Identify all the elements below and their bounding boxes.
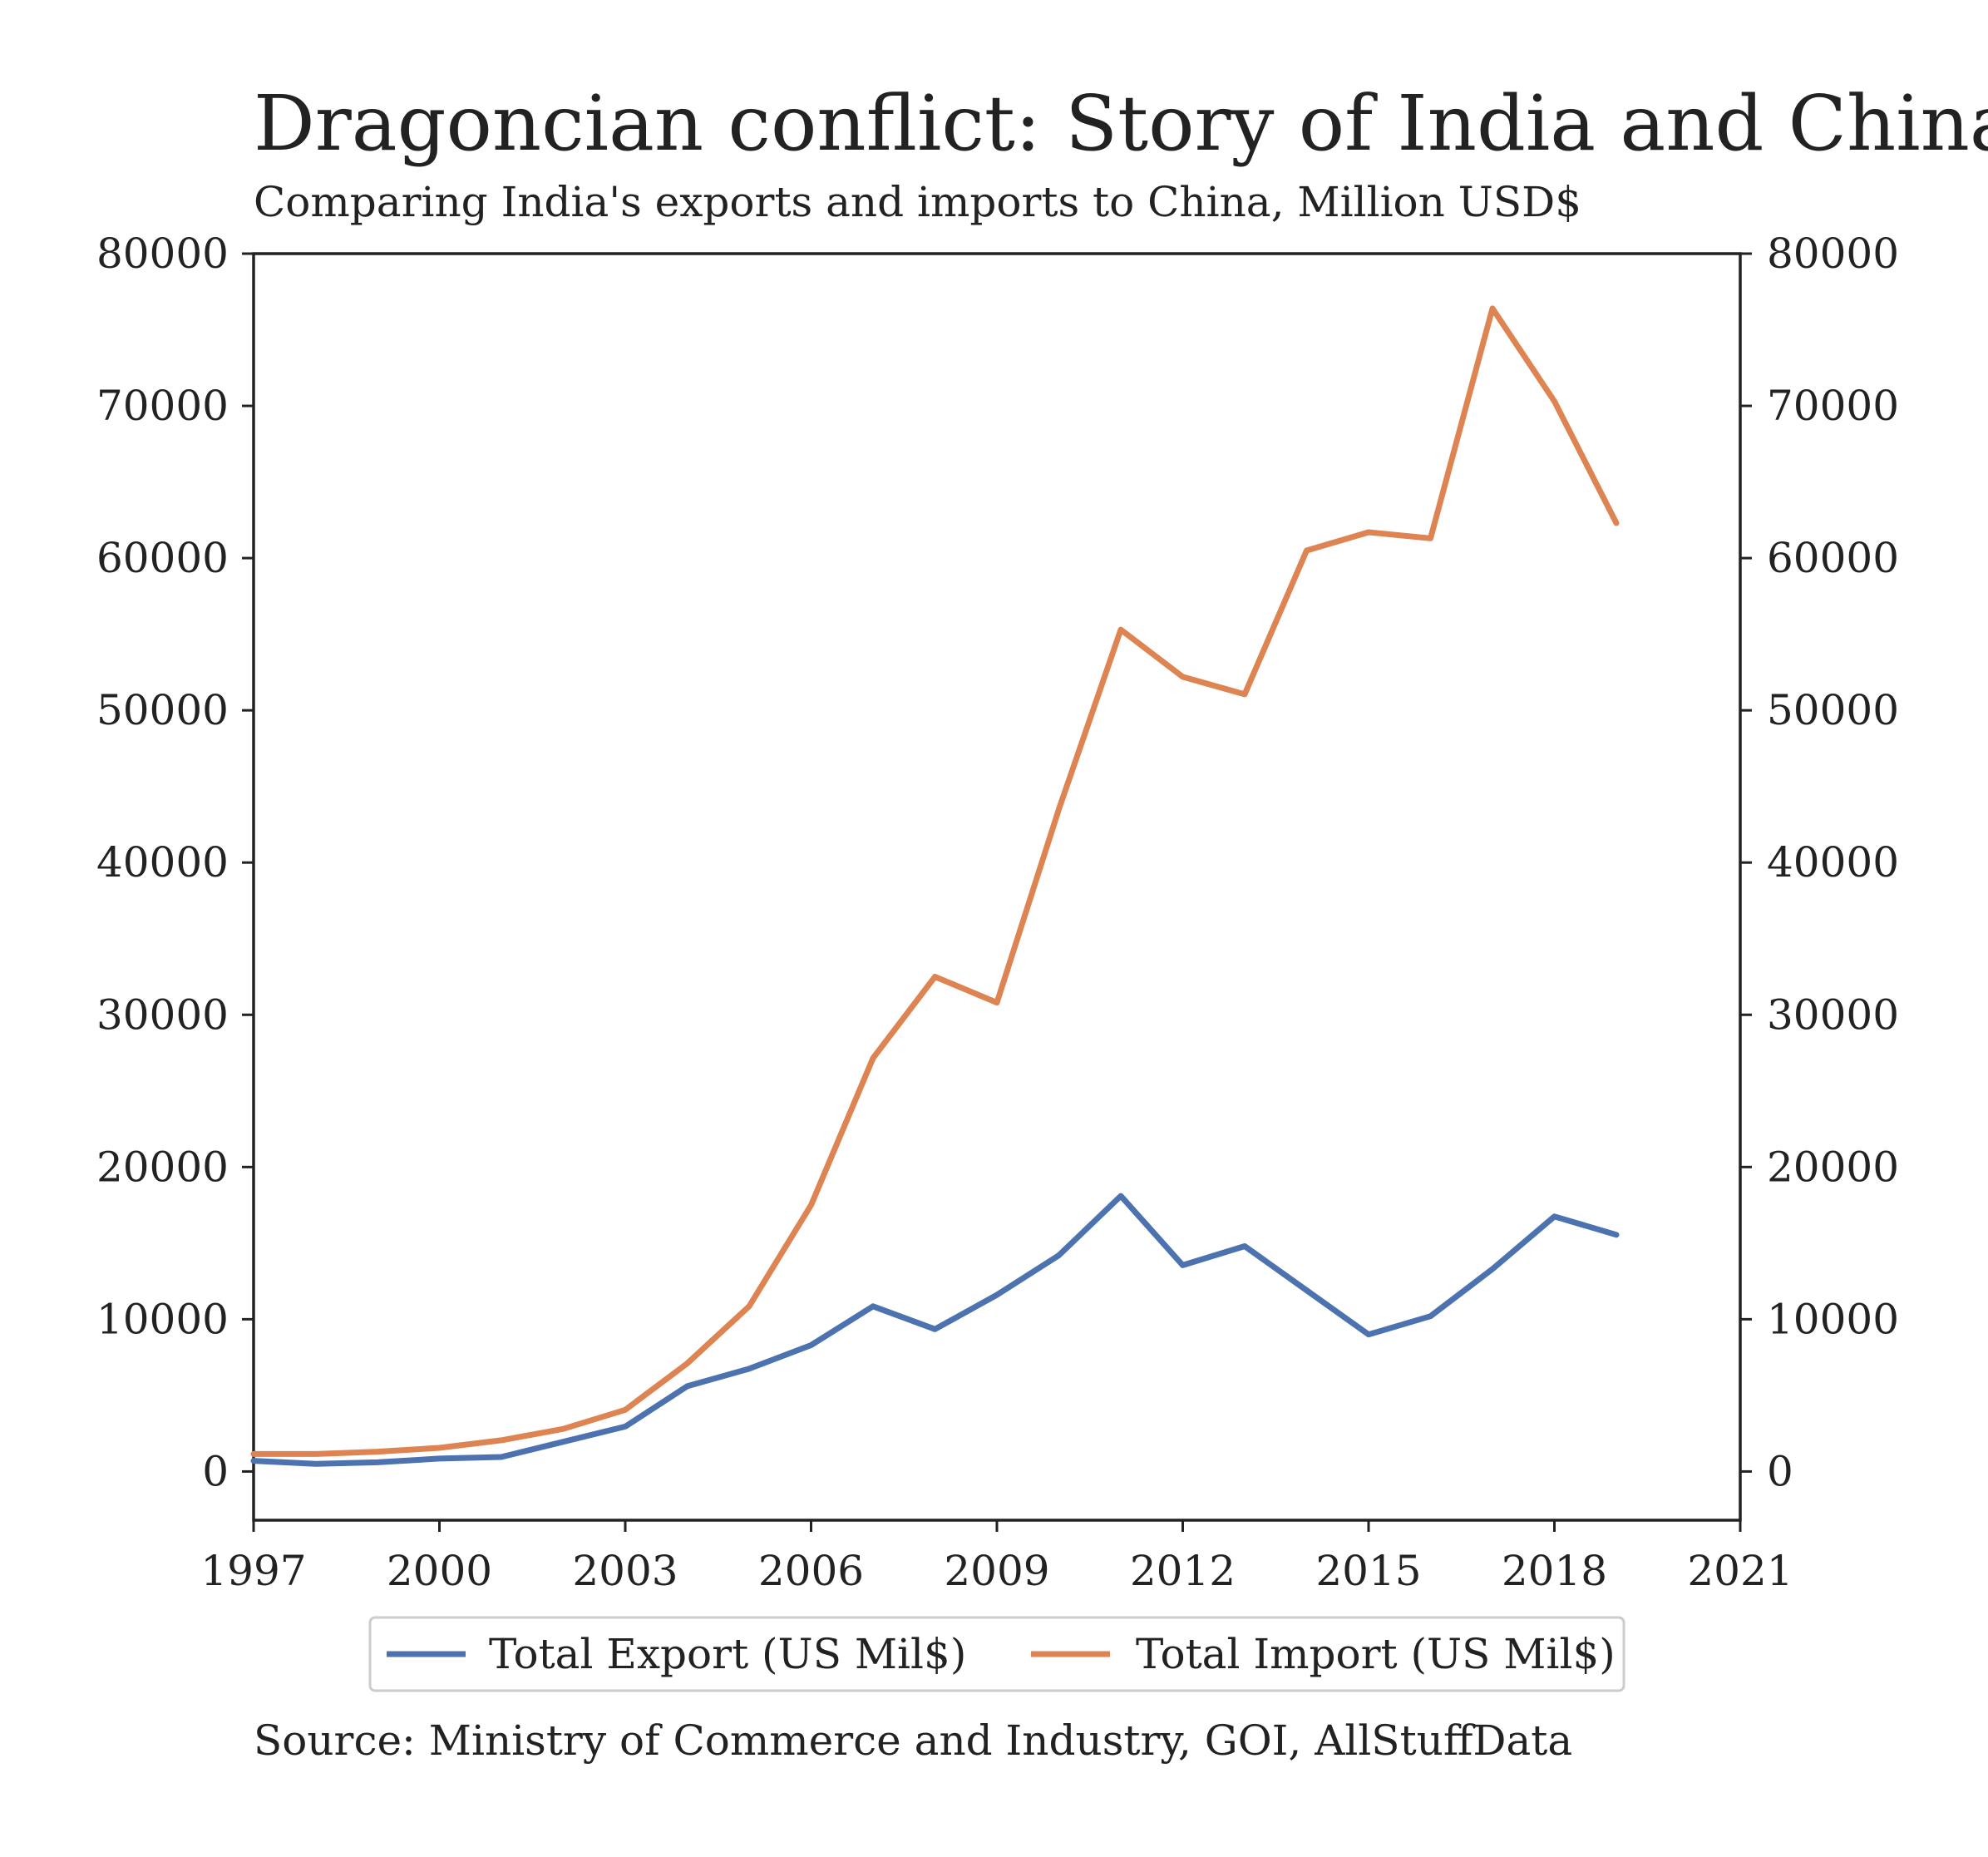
x-tick-label: 2012 bbox=[1130, 1547, 1236, 1595]
y-tick-label-right: 40000 bbox=[1767, 838, 1899, 887]
y-tick-label-right: 10000 bbox=[1767, 1295, 1899, 1343]
y-tick-label-right: 60000 bbox=[1767, 534, 1899, 582]
chart-title: Dragoncian conflict: Story of India and … bbox=[254, 79, 1988, 168]
y-tick-label-right: 50000 bbox=[1767, 686, 1899, 734]
x-tick-label: 2003 bbox=[572, 1547, 678, 1595]
x-tick-label: 1997 bbox=[200, 1547, 306, 1595]
y-tick-label-right: 0 bbox=[1767, 1447, 1793, 1495]
y-tick-label-left: 40000 bbox=[96, 838, 229, 887]
plot-frame bbox=[252, 252, 1742, 1522]
source-note: Source: Ministry of Commerce and Industr… bbox=[254, 1716, 1572, 1765]
series-line-import bbox=[250, 305, 1620, 1457]
y-tick-label-right: 20000 bbox=[1767, 1143, 1899, 1191]
y-tick-label-left: 10000 bbox=[96, 1295, 229, 1343]
chart-subtitle: Comparing India's exports and imports to… bbox=[254, 178, 1581, 226]
x-tick-label: 2021 bbox=[1687, 1547, 1793, 1595]
y-tick-label-left: 0 bbox=[202, 1447, 229, 1495]
x-tick-label: 2000 bbox=[387, 1547, 492, 1595]
x-tick-label: 2018 bbox=[1502, 1547, 1607, 1595]
y-tick-label-left: 50000 bbox=[96, 686, 229, 734]
x-tick-label: 2009 bbox=[944, 1547, 1049, 1595]
y-tick-label-right: 30000 bbox=[1767, 990, 1899, 1039]
series-line-export bbox=[250, 1193, 1620, 1467]
y-tick-label-right: 80000 bbox=[1767, 230, 1899, 278]
y-tick-label-right: 70000 bbox=[1767, 382, 1899, 430]
y-tick-label-left: 60000 bbox=[96, 534, 229, 582]
y-axis: 0 0 10000 10000 20000 20000 30000 30000 40000 400… bbox=[96, 230, 1899, 1495]
x-tick-label: 2006 bbox=[758, 1547, 864, 1595]
y-tick-label-left: 20000 bbox=[96, 1143, 229, 1191]
x-tick-label: 2015 bbox=[1315, 1547, 1421, 1595]
legend-label: Total Export (US Mil$) bbox=[489, 1630, 966, 1678]
legend: Total Export (US Mil$) Total Import (US M… bbox=[368, 1616, 1625, 1692]
legend-box bbox=[368, 1616, 1625, 1692]
y-tick-label-left: 30000 bbox=[96, 990, 229, 1039]
y-tick-label-left: 80000 bbox=[96, 230, 229, 278]
legend-label: Total Import (US Mil$) bbox=[1136, 1630, 1616, 1678]
y-tick-label-left: 70000 bbox=[96, 382, 229, 430]
x-axis: 1997 2000 2003 2006 2009 2012 2015 2018 2021 bbox=[200, 1520, 1793, 1595]
